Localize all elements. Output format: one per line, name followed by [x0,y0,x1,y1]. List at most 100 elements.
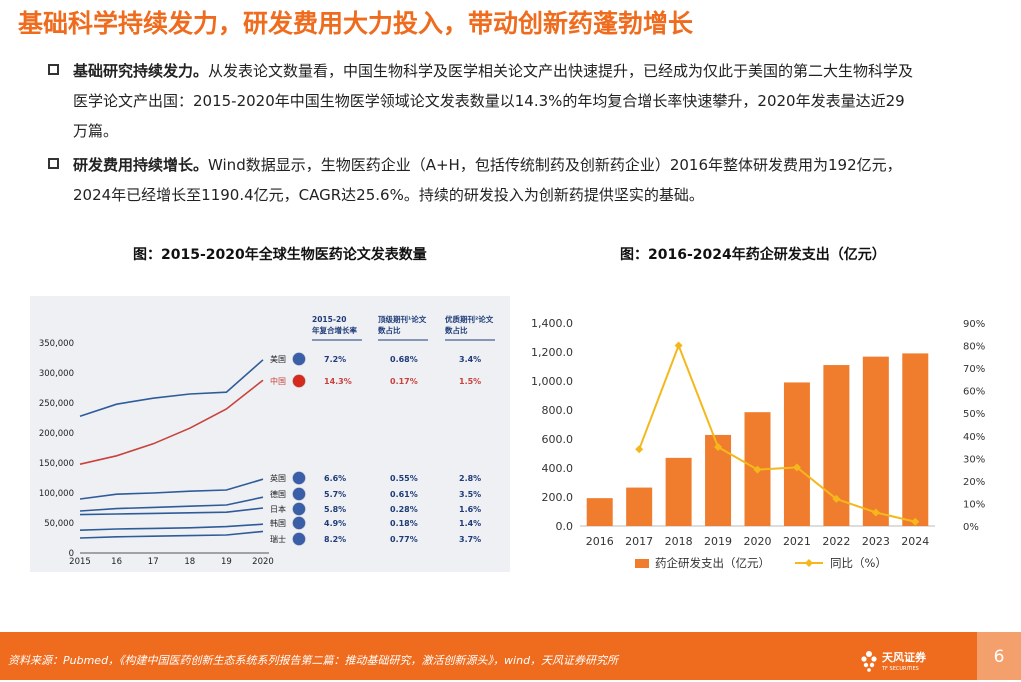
series-name: 日本 [270,504,286,514]
series-name: 德国 [270,489,286,499]
table-header: 数占比 [445,325,468,335]
x-tick-label: 2015 [69,557,91,567]
cagr-value: 7.2% [324,355,346,364]
series-name: 韩国 [270,518,286,528]
flag-icon [292,516,306,530]
cagr-value: 5.7% [324,490,346,499]
quality-journal-value: 3.4% [459,355,481,364]
bullet-text: 从发表论文数量看，中国生物科学及医学相关论文产出快速提升，已经成为仅此于美国的第… [208,62,914,80]
papers-line-chart: 0 50,000 100,000 150,000 200,000 250,000 300,0… [30,296,510,572]
left-tick-label: 0.0 [556,520,574,533]
yoy-point-2018 [674,341,683,350]
series-name: 瑞士 [270,534,286,544]
quality-journal-value: 1.6% [459,505,481,514]
left-tick-label: 1,000.0 [531,375,573,388]
bullet-square-icon [48,158,59,169]
brand-name: 天风证券 [882,650,927,664]
flag-icon [292,352,306,366]
bar-2024 [902,353,929,526]
right-tick-label: 70% [963,364,985,375]
right-tick-label: 20% [963,477,985,488]
series-line-4 [79,507,264,516]
x-tick-label: 2020 [252,557,274,567]
yoy-point-2023 [871,508,880,517]
flag-icon [292,471,306,485]
x-tick-label: 2020 [744,535,772,548]
legend-bar-swatch [635,559,649,568]
right-tick-label: 90% [963,319,985,330]
yoy-point-2017 [635,445,644,454]
bullet-heading: 研发费用持续增长。 [73,156,209,174]
series-name: 中国 [270,376,286,386]
x-tick-label: 2019 [704,535,732,548]
quality-journal-value: 1.5% [459,377,481,386]
brand-name-en: TF SECURITIES [881,666,919,672]
yoy-point-2020 [753,465,762,474]
right-tick-label: 50% [963,409,985,420]
yoy-line [638,342,916,523]
bullet-square-icon [48,64,59,75]
table-header: 2015-20 [312,315,346,324]
left-tick-label: 1,200.0 [531,346,573,359]
top-journal-value: 0.17% [390,377,418,386]
top-journal-value: 0.18% [390,519,418,528]
quality-journal-value: 3.5% [459,490,481,499]
quality-journal-value: 2.8% [459,474,481,483]
y-tick-label: 250,000 [39,399,74,409]
y-tick-label: 200,000 [39,429,74,439]
yoy-point-2024 [911,517,920,526]
x-tick-label: 2018 [665,535,693,548]
flag-icon [292,502,306,516]
bullet-rd-expense: 研发费用持续增长。Wind数据显示，生物医药企业（A+H，包括传统制药及创新药企… [48,150,988,210]
series-line-6 [79,530,264,539]
left-tick-label: 200.0 [542,491,574,504]
x-tick-label: 17 [148,557,159,567]
flag-icon [292,532,306,546]
left-tick-label: 800.0 [542,404,574,417]
top-journal-value: 0.77% [390,535,418,544]
flag-icon [292,374,306,388]
y-tick-label: 0 [69,549,74,559]
series-line-0 [79,359,264,417]
x-tick-label: 2022 [822,535,850,548]
bar-2021 [783,382,810,526]
series-line-5 [79,523,264,531]
bullet-basic-research: 基础研究持续发力。从发表论文数量看，中国生物科学及医学相关论文产出快速提升，已经… [48,56,988,146]
series-line-1 [79,379,264,465]
y-tick-label: 350,000 [39,339,74,349]
tf-securities-logo: 天风证券 TF SECURITIES [861,650,927,672]
y-tick-label: 50,000 [44,519,74,529]
legend-bar-label: 药企研发支出（亿元） [655,556,770,570]
table-header: 数占比 [378,325,401,335]
series-name: 英国 [270,473,286,483]
x-tick-label: 16 [111,557,122,567]
right-tick-label: 80% [963,342,985,353]
cagr-value: 8.2% [324,535,346,544]
legend-line-label: 同比（%） [830,556,887,570]
page-title: 基础科学持续发力，研发费用大力投入，带动创新药蓬勃增长 [18,9,694,38]
table-header: 顶级期刊¹论文 [378,314,427,324]
x-tick-label: 2024 [901,535,929,548]
series-name: 美国 [270,354,286,364]
top-journal-value: 0.61% [390,490,418,499]
yoy-point-2021 [792,463,801,472]
cagr-value: 6.6% [324,474,346,483]
bullet-heading: 基础研究持续发力。 [73,62,209,80]
top-journal-value: 0.28% [390,505,418,514]
right-tick-label: 30% [963,454,985,465]
x-tick-label: 18 [184,557,195,567]
quality-journal-value: 1.4% [459,519,481,528]
left-tick-label: 600.0 [542,433,574,446]
y-tick-label: 300,000 [39,369,74,379]
right-tick-label: 10% [963,499,985,510]
x-tick-label: 2021 [783,535,811,548]
table-header: 年复合增长率 [312,325,357,335]
x-tick-label: 2016 [586,535,614,548]
quality-journal-value: 3.7% [459,535,481,544]
bar-2017 [626,487,653,526]
right-tick-label: 40% [963,432,985,443]
bar-2016 [586,498,613,526]
left-chart-caption: 图：2015-2020年全球生物医药论文发表数量 [133,247,427,263]
left-tick-label: 400.0 [542,462,574,475]
bullet-text: Wind数据显示，生物医药企业（A+H，包括传统制药及创新药企业）2016年整体… [208,156,902,174]
